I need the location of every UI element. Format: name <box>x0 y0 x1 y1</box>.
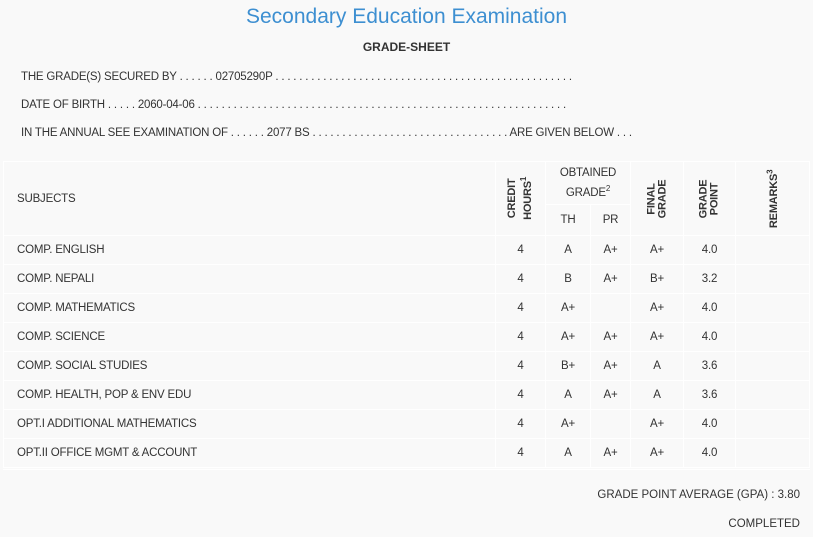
cell-final: A <box>630 351 684 381</box>
header-obtained-grade: OBTAINED GRADE2 <box>545 161 631 205</box>
table-row: COMP. SOCIAL STUDIES 4 B+ A+ A 3.6 <box>3 351 810 381</box>
cell-pr: A+ <box>590 322 631 352</box>
summary-box <box>3 469 810 537</box>
header-subjects: SUBJECTS <box>3 161 496 236</box>
gpa-text: GRADE POINT AVERAGE (GPA) : 3.80 <box>597 489 800 501</box>
cell-credit: 4 <box>495 293 546 323</box>
cell-credit: 4 <box>495 409 546 439</box>
cell-subject: COMP. MATHEMATICS <box>3 293 496 323</box>
cell-point: 3.6 <box>683 351 736 381</box>
cell-pr: A+ <box>590 264 631 294</box>
header-pr: PR <box>590 204 631 236</box>
page-subtitle: GRADE-SHEET <box>362 40 451 54</box>
table-row: COMP. HEALTH, POP & ENV EDU 4 A A+ A 3.6 <box>3 380 810 410</box>
cell-th: A <box>545 380 591 410</box>
cell-final: A+ <box>630 409 684 439</box>
table-row: COMP. NEPALI 4 B A+ B+ 3.2 <box>3 264 810 294</box>
cell-remarks <box>735 409 810 439</box>
header-remarks: REMARKS3 <box>735 161 810 236</box>
cell-point: 3.6 <box>683 380 736 410</box>
cell-subject: OPT.I ADDITIONAL MATHEMATICS <box>3 409 496 439</box>
table-row: OPT.II OFFICE MGMT & ACCOUNT 4 A A+ A+ 4.0 <box>3 438 810 468</box>
cell-point: 3.2 <box>683 264 736 294</box>
cell-point: 4.0 <box>683 409 736 439</box>
cell-point: 4.0 <box>683 293 736 323</box>
cell-remarks <box>735 293 810 323</box>
table-row: COMP. SCIENCE 4 A+ A+ A+ 4.0 <box>3 322 810 352</box>
secured-by-line: THE GRADE(S) SECURED BY . . . . . . 0270… <box>21 71 572 83</box>
cell-pr <box>590 293 631 323</box>
cell-final: A+ <box>630 322 684 352</box>
cell-th: A+ <box>545 409 591 439</box>
header-final-grade: FINAL GRADE <box>630 161 684 236</box>
cell-final: A+ <box>630 293 684 323</box>
cell-remarks <box>735 235 810 265</box>
cell-remarks <box>735 322 810 352</box>
page-title: Secondary Education Examination <box>245 5 568 28</box>
exam-line: IN THE ANNUAL SEE EXAMINATION OF . . . .… <box>21 127 632 139</box>
cell-final: B+ <box>630 264 684 294</box>
header-th: TH <box>545 204 591 236</box>
cell-subject: COMP. SCIENCE <box>3 322 496 352</box>
cell-credit: 4 <box>495 438 546 468</box>
cell-pr: A+ <box>590 438 631 468</box>
cell-subject: OPT.II OFFICE MGMT & ACCOUNT <box>3 438 496 468</box>
header-grade-point: GRADE POINT <box>683 161 736 236</box>
dob-line: DATE OF BIRTH . . . . . 2060-04-06 . . .… <box>21 99 567 111</box>
cell-point: 4.0 <box>683 235 736 265</box>
cell-th: A <box>545 438 591 468</box>
table-row: OPT.I ADDITIONAL MATHEMATICS 4 A+ A+ 4.0 <box>3 409 810 439</box>
cell-point: 4.0 <box>683 322 736 352</box>
cell-remarks <box>735 264 810 294</box>
grades-table: SUBJECTS CREDIT HOURS1 OBTAINED GRADE2 FIN… <box>3 161 810 468</box>
cell-remarks <box>735 438 810 468</box>
table-row: COMP. ENGLISH 4 A A+ A+ 4.0 <box>3 235 810 265</box>
cell-remarks <box>735 380 810 410</box>
cell-final: A+ <box>630 235 684 265</box>
cell-credit: 4 <box>495 264 546 294</box>
cell-pr: A+ <box>590 351 631 381</box>
cell-subject: COMP. ENGLISH <box>3 235 496 265</box>
cell-th: B+ <box>545 351 591 381</box>
cell-credit: 4 <box>495 380 546 410</box>
cell-th: A+ <box>545 322 591 352</box>
cell-subject: COMP. SOCIAL STUDIES <box>3 351 496 381</box>
cell-final: A <box>630 380 684 410</box>
cell-point: 4.0 <box>683 438 736 468</box>
cell-subject: COMP. NEPALI <box>3 264 496 294</box>
cell-pr: A+ <box>590 380 631 410</box>
cell-th: A <box>545 235 591 265</box>
cell-pr: A+ <box>590 235 631 265</box>
status-text: COMPLETED <box>728 518 800 530</box>
cell-credit: 4 <box>495 351 546 381</box>
table-row: COMP. MATHEMATICS 4 A+ A+ 4.0 <box>3 293 810 323</box>
cell-pr <box>590 409 631 439</box>
cell-th: A+ <box>545 293 591 323</box>
cell-final: A+ <box>630 438 684 468</box>
cell-subject: COMP. HEALTH, POP & ENV EDU <box>3 380 496 410</box>
cell-credit: 4 <box>495 235 546 265</box>
header-credit-hours: CREDIT HOURS1 <box>495 161 546 236</box>
cell-credit: 4 <box>495 322 546 352</box>
cell-th: B <box>545 264 591 294</box>
cell-remarks <box>735 351 810 381</box>
